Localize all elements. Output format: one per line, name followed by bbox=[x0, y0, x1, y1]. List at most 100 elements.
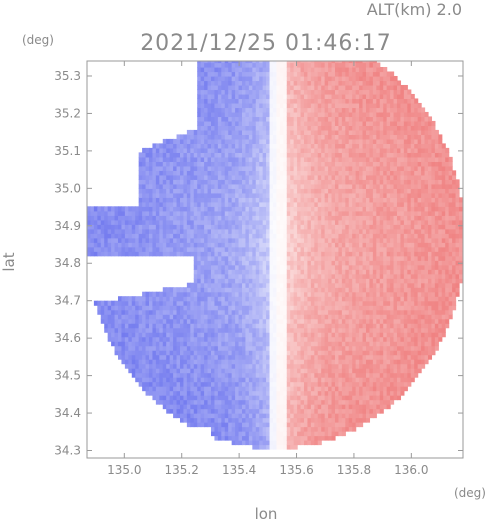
field-cell bbox=[162, 192, 167, 198]
field-cell bbox=[341, 75, 346, 82]
field-cell bbox=[252, 107, 257, 113]
field-cell bbox=[104, 228, 109, 234]
field-cell bbox=[231, 66, 236, 73]
field-cell bbox=[297, 188, 302, 194]
field-cell bbox=[272, 305, 278, 311]
field-cell bbox=[307, 71, 312, 77]
field-cell bbox=[197, 395, 202, 401]
field-cell bbox=[290, 413, 295, 419]
field-cell bbox=[314, 71, 319, 77]
field-cell bbox=[290, 323, 295, 329]
field-cell bbox=[228, 309, 233, 315]
field-cell bbox=[224, 147, 229, 153]
field-cell bbox=[221, 404, 226, 410]
field-cell bbox=[204, 305, 209, 311]
field-cell bbox=[321, 417, 326, 423]
field-cell bbox=[345, 363, 350, 369]
field-cell bbox=[145, 201, 150, 207]
field-cell bbox=[297, 381, 302, 387]
field-cell bbox=[207, 408, 212, 414]
field-cell bbox=[345, 300, 350, 306]
field-cell bbox=[310, 66, 315, 73]
field-cell bbox=[279, 278, 284, 284]
field-cell bbox=[152, 165, 157, 171]
field-cell bbox=[310, 98, 315, 104]
field-cell bbox=[155, 156, 160, 162]
field-cell bbox=[262, 314, 267, 320]
field-cell bbox=[245, 354, 250, 360]
field-cell bbox=[297, 386, 302, 392]
field-cell bbox=[152, 179, 157, 185]
field-cell bbox=[303, 143, 309, 149]
field-cell bbox=[162, 174, 167, 180]
field-cell bbox=[117, 242, 123, 248]
field-cell bbox=[328, 201, 333, 207]
field-cell bbox=[321, 71, 326, 77]
field-cell bbox=[204, 201, 209, 207]
field-cell bbox=[300, 143, 305, 149]
field-cell bbox=[159, 201, 164, 207]
field-cell bbox=[286, 300, 291, 306]
field-cell bbox=[210, 431, 216, 437]
field-cell bbox=[310, 179, 315, 185]
field-cell bbox=[235, 381, 240, 387]
field-cell bbox=[245, 440, 250, 446]
field-cell bbox=[328, 206, 333, 212]
field-cell bbox=[124, 341, 129, 347]
field-cell bbox=[169, 147, 174, 153]
field-cell bbox=[324, 404, 329, 410]
field-cell bbox=[176, 314, 181, 320]
field-cell bbox=[224, 251, 229, 257]
field-cell bbox=[245, 134, 250, 140]
field-cell bbox=[279, 363, 284, 369]
field-cell bbox=[204, 318, 209, 324]
field-cell bbox=[286, 246, 291, 252]
field-cell bbox=[314, 62, 319, 68]
field-cell bbox=[124, 327, 129, 333]
field-cell bbox=[269, 350, 274, 356]
field-cell bbox=[155, 296, 160, 302]
field-cell bbox=[262, 386, 267, 392]
field-cell bbox=[241, 219, 247, 225]
field-cell bbox=[200, 399, 205, 405]
field-cell bbox=[210, 336, 216, 342]
field-cell bbox=[210, 61, 216, 64]
field-cell bbox=[210, 161, 216, 167]
field-cell bbox=[283, 219, 288, 225]
field-cell bbox=[169, 179, 174, 185]
field-cell bbox=[303, 102, 309, 109]
field-cell bbox=[252, 84, 257, 91]
field-cell bbox=[255, 62, 260, 68]
field-cell bbox=[228, 251, 233, 257]
field-cell bbox=[266, 296, 271, 302]
field-cell bbox=[241, 269, 247, 275]
field-cell bbox=[324, 327, 329, 333]
field-cell bbox=[224, 84, 229, 91]
field-cell bbox=[224, 107, 229, 113]
field-cell bbox=[259, 381, 264, 387]
field-cell bbox=[231, 345, 236, 351]
field-cell bbox=[252, 332, 257, 338]
field-cell bbox=[269, 309, 274, 315]
field-cell bbox=[200, 255, 205, 261]
field-cell bbox=[341, 336, 346, 342]
field-cell bbox=[117, 350, 123, 356]
field-cell bbox=[248, 336, 253, 342]
field-cell bbox=[283, 183, 288, 189]
field-cell bbox=[231, 147, 236, 153]
field-cell bbox=[259, 318, 264, 324]
field-cell bbox=[317, 192, 322, 198]
field-cell bbox=[310, 305, 315, 311]
field-cell bbox=[179, 210, 185, 216]
field-cell bbox=[341, 125, 346, 131]
field-cell bbox=[331, 318, 336, 324]
field-cell bbox=[259, 305, 264, 311]
field-cell bbox=[217, 233, 222, 239]
field-cell bbox=[241, 138, 247, 144]
field-cell bbox=[245, 422, 250, 428]
field-cell bbox=[324, 179, 329, 185]
field-cell bbox=[307, 341, 312, 347]
field-cell bbox=[224, 300, 229, 306]
field-cell bbox=[272, 62, 278, 68]
field-cell bbox=[228, 206, 233, 212]
